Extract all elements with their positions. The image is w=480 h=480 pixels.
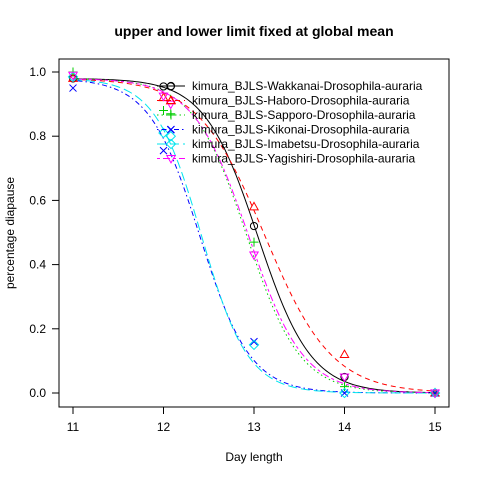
data-point bbox=[339, 387, 350, 399]
data-point bbox=[158, 127, 169, 139]
legend-marker bbox=[165, 155, 177, 164]
series-curve bbox=[72, 79, 435, 394]
data-point bbox=[248, 251, 260, 261]
legend-marker bbox=[166, 81, 176, 91]
data-point bbox=[249, 237, 259, 247]
legend-label: kimura_BJLS-Yagishiri-Drosophila-auraria bbox=[192, 152, 416, 166]
data-point bbox=[165, 100, 176, 110]
x-tick-label: 15 bbox=[428, 420, 442, 434]
data-point bbox=[249, 221, 259, 231]
x-tick-label: 12 bbox=[157, 420, 171, 434]
data-point bbox=[248, 201, 260, 211]
legend-label: kimura_BJLS-Haboro-Drosophila-auraria bbox=[192, 94, 410, 108]
legend-label: kimura_BJLS-Imabetsu-Drosophila-auraria bbox=[192, 137, 420, 151]
x-axis-label: Day length bbox=[225, 450, 282, 464]
data-point bbox=[67, 71, 79, 81]
legend-label: kimura_BJLS-Sapporo-Drosophila-auraria bbox=[192, 108, 416, 122]
x-tick-label: 11 bbox=[67, 420, 80, 434]
series-curve bbox=[72, 78, 436, 392]
legend-marker bbox=[165, 138, 177, 150]
data-point bbox=[339, 349, 350, 358]
data-point bbox=[248, 339, 260, 351]
legend-marker bbox=[165, 95, 177, 104]
legend-marker bbox=[167, 125, 175, 134]
y-axis: 0.0 0.2 0.4 0.6 0.8 1.0 bbox=[29, 65, 60, 400]
y-tick-label: 0.6 bbox=[29, 193, 46, 207]
data-point bbox=[339, 373, 350, 383]
y-tick-label: 0.8 bbox=[29, 129, 46, 143]
y-tick-label: 0.2 bbox=[29, 322, 46, 336]
legend-label: kimura_BJLS-Kikonai-Drosophila-auraria bbox=[192, 123, 410, 137]
y-tick-label: 0.4 bbox=[29, 258, 46, 272]
data-point bbox=[159, 146, 168, 155]
data-point bbox=[429, 389, 441, 399]
x-axis: 11 12 13 14 15 bbox=[67, 406, 442, 434]
x-tick-label: 14 bbox=[338, 420, 352, 434]
data-point bbox=[67, 71, 79, 83]
legend-marker bbox=[166, 110, 176, 120]
data-point bbox=[158, 92, 169, 102]
series-curve bbox=[72, 78, 436, 394]
y-tick-label: 0.0 bbox=[29, 386, 46, 400]
legend-label: kimura_BJLS-Wakkanai-Drosophila-auraria bbox=[192, 79, 423, 93]
x-tick-label: 13 bbox=[247, 420, 261, 434]
y-axis-label: percentage diapause bbox=[3, 177, 17, 289]
series-curve bbox=[72, 78, 436, 394]
data-point bbox=[69, 84, 77, 92]
data-point bbox=[159, 106, 168, 116]
data-point bbox=[340, 382, 349, 392]
legend: kimura_BJLS-Wakkanai-Drosophila-aurariak… bbox=[157, 79, 423, 166]
curves-layer bbox=[72, 78, 436, 394]
data-point bbox=[165, 130, 177, 142]
chart-title: upper and lower limit fixed at global me… bbox=[114, 23, 393, 39]
y-tick-label: 1.0 bbox=[29, 65, 46, 79]
data-point bbox=[250, 337, 258, 346]
